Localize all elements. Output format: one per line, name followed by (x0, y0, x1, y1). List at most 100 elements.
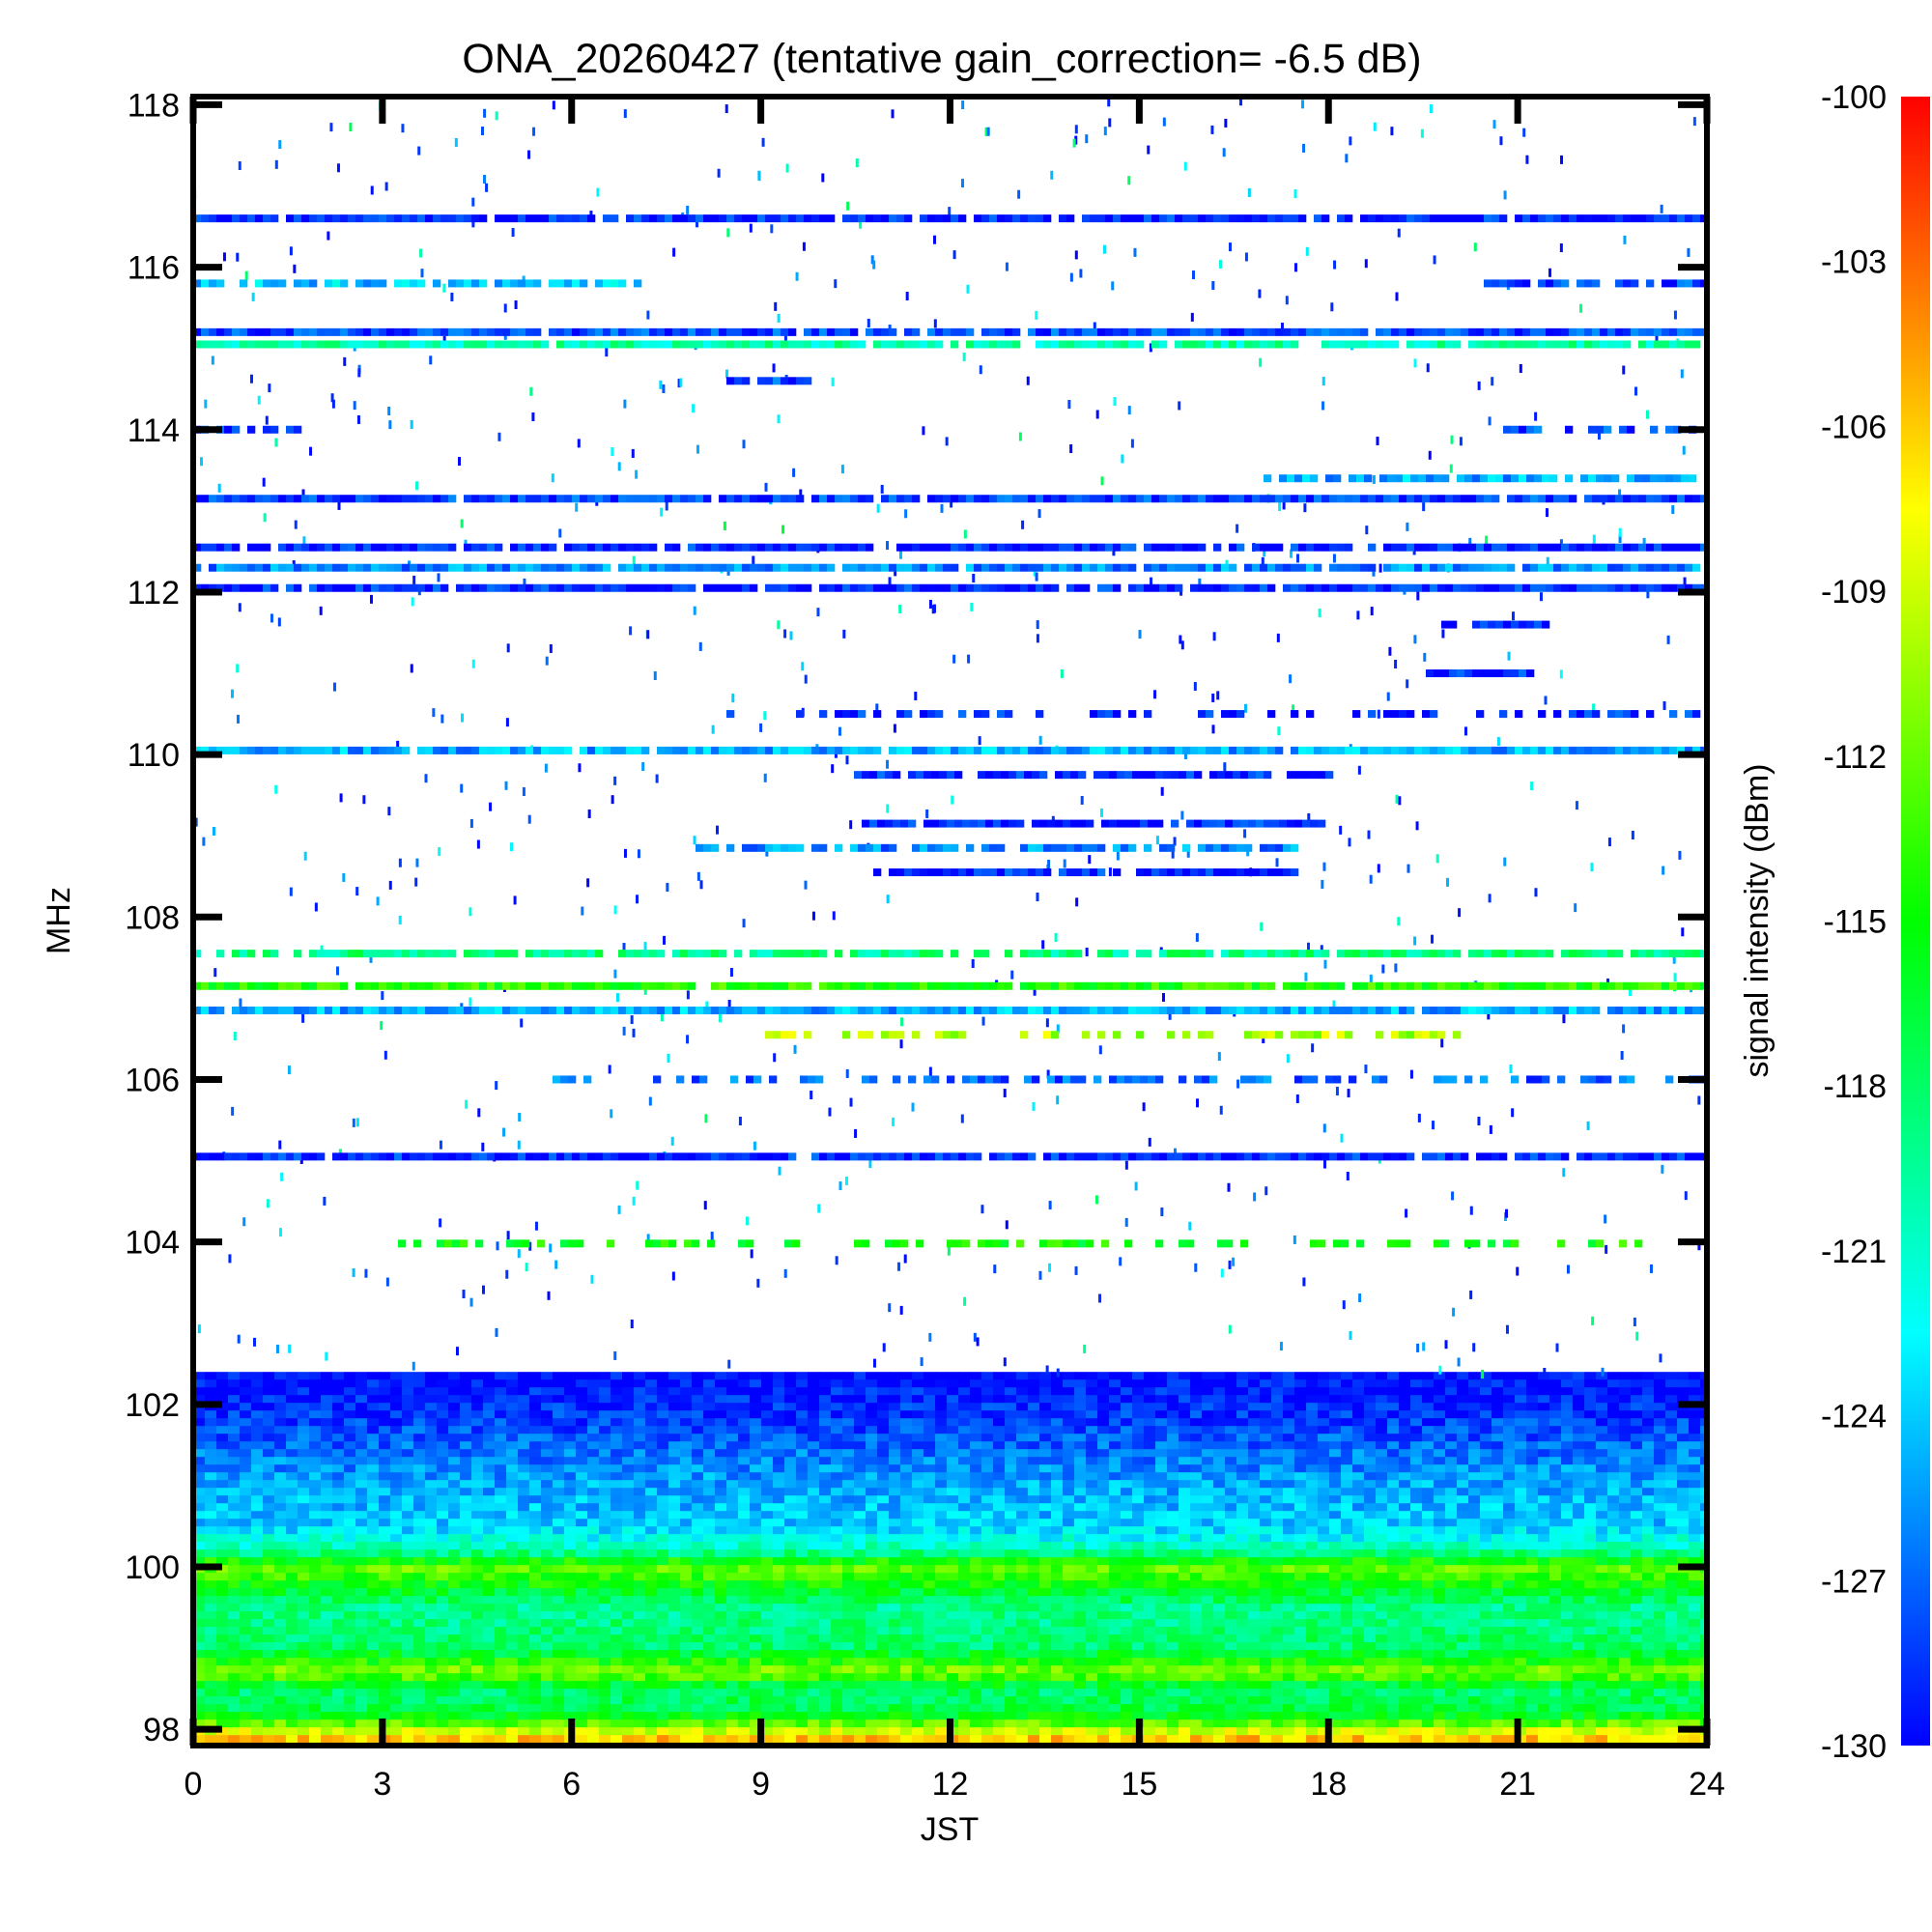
continuum-cell (1167, 1627, 1179, 1635)
continuum-cell (263, 1526, 275, 1535)
continuum-cell (495, 1387, 507, 1396)
continuum-cell (1097, 1511, 1110, 1520)
continuum-cell (773, 1549, 785, 1558)
continuum-cell (355, 1403, 368, 1411)
continuum-cell (321, 1418, 333, 1427)
continuum-cell (1573, 1619, 1585, 1628)
continuum-cell (819, 1557, 832, 1566)
continuum-cell (1213, 1464, 1226, 1473)
continuum-cell (1016, 1650, 1029, 1659)
continuum-cell (1445, 1480, 1458, 1489)
continuum-cell (1318, 1495, 1330, 1504)
continuum-cell (1573, 1573, 1585, 1581)
continuum-cell (379, 1449, 391, 1458)
continuum-cell (842, 1434, 855, 1442)
continuum-cell (448, 1611, 461, 1620)
continuum-cell (1132, 1434, 1145, 1442)
continuum-cell (367, 1511, 380, 1520)
continuum-cell (379, 1418, 391, 1427)
continuum-cell (1213, 1395, 1226, 1404)
continuum-cell (1596, 1464, 1608, 1473)
continuum-cell (1573, 1650, 1585, 1659)
continuum-cell (390, 1395, 403, 1404)
continuum-cell (808, 1611, 820, 1620)
continuum-cell (216, 1534, 229, 1543)
continuum-cell (1306, 1534, 1319, 1543)
continuum-cell (309, 1658, 322, 1666)
continuum-cell (1132, 1542, 1145, 1550)
continuum-cell (668, 1642, 681, 1651)
continuum-cell (1654, 1650, 1666, 1659)
continuum-cell (205, 1580, 217, 1589)
continuum-cell (1294, 1611, 1307, 1620)
continuum-cell (344, 1580, 356, 1589)
continuum-cell (1376, 1480, 1388, 1489)
continuum-cell (1306, 1464, 1319, 1473)
continuum-cell (1271, 1642, 1284, 1651)
continuum-cell (692, 1542, 704, 1550)
continuum-cell (425, 1542, 438, 1550)
continuum-cell (564, 1488, 577, 1496)
continuum-cell (1364, 1526, 1377, 1535)
continuum-cell (981, 1457, 994, 1465)
continuum-cell (1631, 1588, 1643, 1597)
continuum-cell (1457, 1418, 1469, 1427)
continuum-cell (993, 1418, 1006, 1427)
continuum-cell (1213, 1542, 1226, 1550)
continuum-cell (680, 1534, 693, 1543)
continuum-cell (495, 1449, 507, 1458)
continuum-cell (819, 1565, 832, 1574)
continuum-cell (1410, 1534, 1423, 1543)
continuum-cell (437, 1619, 449, 1628)
continuum-cell (1619, 1534, 1632, 1543)
continuum-cell (1410, 1627, 1423, 1635)
continuum-cell (541, 1526, 554, 1535)
continuum-cell (1155, 1573, 1168, 1581)
continuum-cell (1364, 1434, 1377, 1442)
continuum-cell (1689, 1426, 1701, 1435)
continuum-cell (1155, 1503, 1168, 1512)
continuum-cell (587, 1449, 600, 1458)
continuum-cell (1236, 1449, 1249, 1458)
continuum-cell (1097, 1627, 1110, 1635)
continuum-cell (958, 1511, 971, 1520)
continuum-cell (877, 1588, 890, 1597)
continuum-cell (1689, 1449, 1701, 1458)
continuum-cell (726, 1642, 739, 1651)
continuum-cell (1294, 1658, 1307, 1666)
continuum-cell (460, 1580, 472, 1589)
continuum-cell (866, 1565, 878, 1574)
continuum-cell (1260, 1519, 1272, 1527)
continuum-cell (1144, 1534, 1156, 1543)
continuum-cell (1213, 1634, 1226, 1643)
continuum-cell (750, 1395, 762, 1404)
continuum-cell (854, 1418, 867, 1427)
continuum-cell (703, 1557, 716, 1566)
continuum-cell (680, 1372, 693, 1380)
continuum-cell (1236, 1627, 1249, 1635)
continuum-cell (1097, 1565, 1110, 1574)
continuum-cell (1236, 1580, 1249, 1589)
continuum-cell (657, 1418, 669, 1427)
continuum-cell (1677, 1410, 1690, 1419)
continuum-cell (448, 1434, 461, 1442)
continuum-cell (726, 1511, 739, 1520)
continuum-cell (1306, 1379, 1319, 1388)
continuum-cell (1132, 1372, 1145, 1380)
continuum-cell (518, 1403, 530, 1411)
continuum-cell (1422, 1434, 1435, 1442)
continuum-cell (1051, 1480, 1064, 1489)
continuum-cell (274, 1472, 287, 1481)
continuum-cell (1515, 1526, 1527, 1535)
continuum-cell (1051, 1611, 1064, 1620)
continuum-cell (1665, 1511, 1678, 1520)
continuum-cell (437, 1627, 449, 1635)
continuum-cell (599, 1557, 611, 1566)
continuum-cell (413, 1596, 426, 1605)
continuum-cell (1364, 1488, 1377, 1496)
continuum-cell (437, 1457, 449, 1465)
continuum-cell (622, 1434, 635, 1442)
continuum-cell (1074, 1449, 1087, 1458)
continuum-cell (1700, 1464, 1707, 1473)
continuum-cell (274, 1526, 287, 1535)
